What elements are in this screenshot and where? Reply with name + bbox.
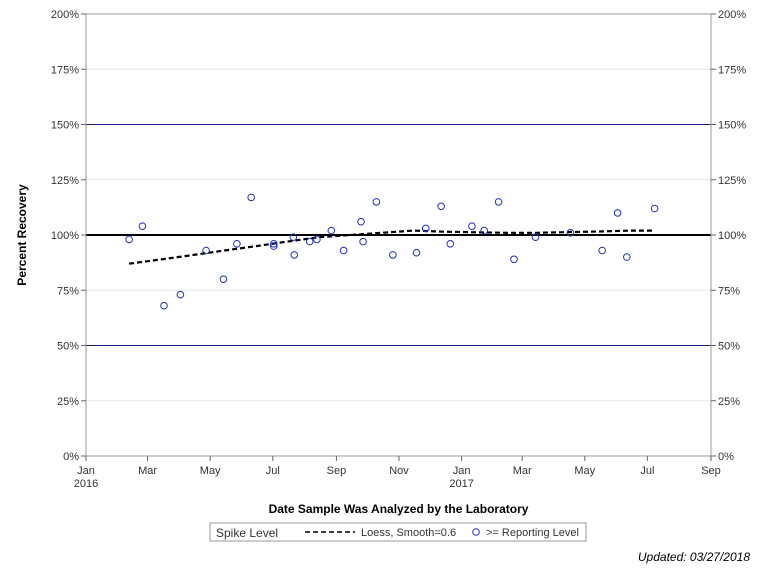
y-axis-left: 0% 25% 50% 75% 100% 125% 150% 175% 200% [51, 9, 86, 463]
legend-circle-swatch [472, 528, 480, 536]
y-tick-label-right: 75% [718, 285, 740, 297]
data-point [389, 251, 397, 259]
y-tick-label-right: 50% [718, 341, 740, 353]
y-axis-right: 0% 25% 50% 75% 100% 125% 150% 175% 200% [711, 9, 746, 463]
data-point [270, 240, 278, 248]
data-point [531, 233, 540, 241]
loess-curve [128, 229, 655, 265]
y-tick-label-right: 200% [718, 9, 746, 21]
x-tick-label: Sep [327, 465, 347, 477]
legend-title: Spike Level [216, 526, 278, 540]
y-tick-label-right: 100% [718, 230, 746, 242]
y-tick-label: 125% [51, 175, 79, 187]
data-point [247, 193, 255, 202]
data-point [359, 237, 367, 246]
data-point [480, 226, 489, 235]
x-tick-label: Sep [701, 465, 721, 477]
data-point [138, 222, 147, 230]
data-point [219, 275, 228, 284]
x-tick-label: Nov [389, 465, 409, 477]
data-point [357, 217, 365, 226]
data-point [313, 235, 321, 244]
data-point [412, 248, 421, 257]
y-tick-label-right: 25% [718, 396, 740, 408]
x-tick-year-label: 2016 [74, 478, 98, 490]
data-point [160, 301, 168, 310]
updated-footnote: Updated: 03/27/2018 [637, 550, 750, 564]
x-tick-label: Jul [640, 465, 654, 477]
x-tick-label: Jul [266, 465, 280, 477]
data-point [421, 224, 430, 233]
y-tick-label: 150% [51, 120, 79, 132]
y-tick-label-right: 175% [718, 64, 746, 76]
data-point [468, 222, 476, 230]
data-point [372, 198, 381, 206]
y-tick-label: 200% [51, 9, 79, 21]
y-tick-label: 75% [57, 285, 79, 297]
y-tick-label: 0% [63, 451, 79, 463]
data-point [270, 242, 278, 250]
y-tick-label: 175% [51, 64, 79, 76]
x-tick-label: Jan [453, 465, 471, 477]
data-point [494, 198, 503, 206]
y-tick-label-right: 125% [718, 175, 746, 187]
data-point [290, 251, 299, 259]
data-point [623, 253, 631, 261]
data-point [202, 246, 210, 255]
x-tick-label: May [574, 465, 595, 477]
data-point [339, 246, 348, 255]
x-tick-label: May [200, 465, 221, 477]
y-tick-label-right: 150% [718, 120, 746, 132]
data-point [437, 202, 445, 211]
reference-lines [86, 124, 711, 346]
x-tick-label: Mar [513, 465, 532, 477]
data-point [327, 226, 336, 235]
data-point [510, 255, 518, 264]
y-tick-label: 50% [57, 341, 79, 353]
x-axis-title: Date Sample Was Analyzed by the Laborato… [269, 502, 529, 516]
data-point [305, 237, 314, 246]
x-tick-year-label: 2017 [449, 478, 473, 490]
series-layer [125, 193, 659, 310]
data-point [233, 240, 241, 248]
data-point [446, 240, 455, 248]
legend-loess-label: Loess, Smooth=0.6 [361, 527, 456, 539]
legend-reporting-label: >= Reporting Level [486, 527, 579, 539]
x-tick-label: Jan [77, 465, 95, 477]
data-point [176, 290, 185, 299]
data-point [650, 204, 659, 213]
y-tick-label: 25% [57, 396, 79, 408]
x-tick-label: Mar [138, 465, 157, 477]
data-point [566, 229, 575, 237]
legend: Spike Level Loess, Smooth=0.6 >= Reporti… [209, 522, 587, 542]
data-point [613, 209, 622, 217]
y-tick-label: 100% [51, 230, 79, 242]
data-point [289, 233, 298, 241]
data-point [598, 246, 607, 255]
data-point [125, 235, 133, 244]
y-tick-label-right: 0% [718, 451, 734, 463]
y-axis-title: Percent Recovery [15, 184, 29, 286]
legend-box [209, 522, 587, 542]
